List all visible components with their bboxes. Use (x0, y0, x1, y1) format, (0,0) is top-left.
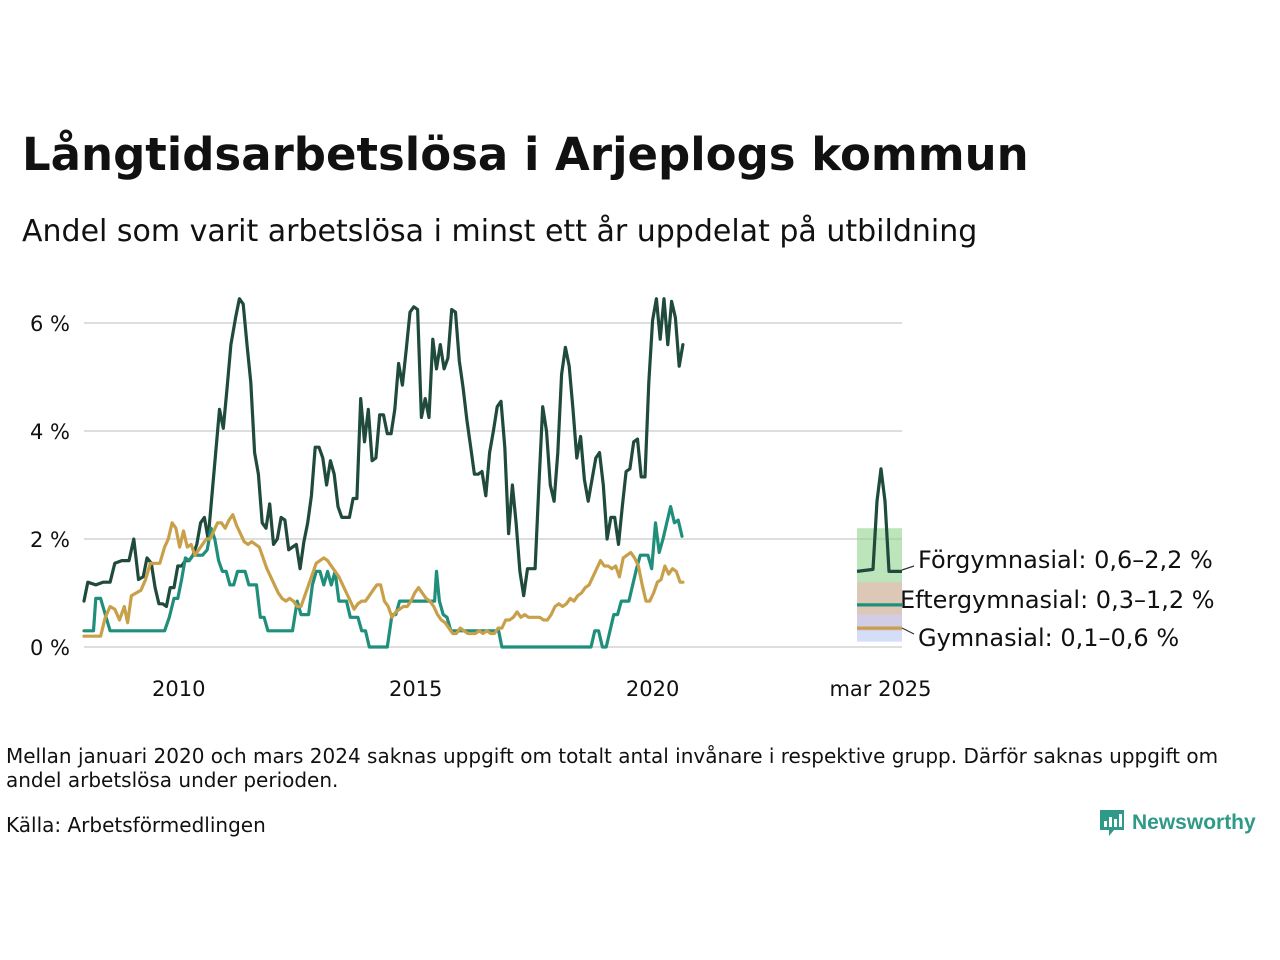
x-tick-label: 2015 (389, 677, 442, 701)
x-tick-label: 2020 (626, 677, 679, 701)
series-label-forgymnasial: Förgymnasial: 0,6–2,2 % (918, 546, 1213, 574)
series-line-eftergymnasial (82, 505, 684, 649)
footnote: Mellan januari 2020 och mars 2024 saknas… (6, 744, 1219, 792)
y-tick-label: 6 % (30, 312, 70, 336)
y-tick-label: 4 % (30, 420, 70, 444)
label-leader-forgymnasial (901, 565, 915, 571)
chart-subtitle: Andel som varit arbetslösa i minst ett å… (22, 214, 978, 249)
y-axis-ticks: 0 % 2 % 4 % 6 % (30, 312, 70, 660)
x-tick-label-latest: mar 2025 (829, 677, 931, 701)
series-line-gymnasial (82, 513, 685, 638)
newsworthy-logo-text: Newsworthy (1132, 811, 1256, 834)
chart-title: Långtidsarbetslösa i Arjeplogs kommun (22, 128, 1029, 181)
latest-line-forgymnasial (856, 467, 902, 573)
latest-range-bands (857, 528, 902, 642)
y-tick-label: 2 % (30, 528, 70, 552)
series-labels: Förgymnasial: 0,6–2,2 % Eftergymnasial: 0… (900, 546, 1215, 652)
series-lines (82, 297, 902, 649)
source-text: Källa: Arbetsförmedlingen (6, 813, 266, 837)
label-leader-gymnasial (901, 627, 915, 635)
series-label-eftergymnasial: Eftergymnasial: 0,3–1,2 % (900, 586, 1215, 614)
line-chart: 0 % 2 % 4 % 6 % 2010 2015 2020 mar 2025 Förgym… (30, 297, 1215, 701)
newsworthy-logo: Newsworthy (1098, 808, 1256, 838)
x-tick-label: 2010 (152, 677, 205, 701)
series-label-gymnasial: Gymnasial: 0,1–0,6 % (918, 624, 1179, 652)
series-line-forgymnasial (82, 297, 685, 609)
grid-lines (84, 322, 902, 648)
y-tick-label: 0 % (30, 636, 70, 660)
x-axis-ticks: 2010 2015 2020 mar 2025 (152, 677, 931, 701)
newsworthy-logo-icon (1100, 810, 1124, 836)
